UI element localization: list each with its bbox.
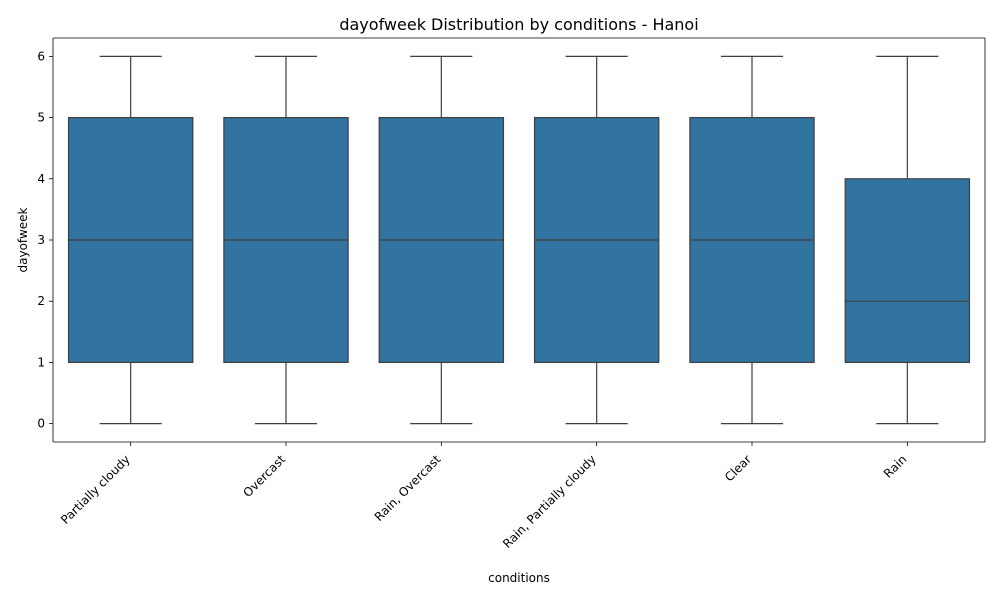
y-tick-label: 3	[37, 233, 45, 247]
y-axis-label: dayofweek	[16, 207, 30, 272]
y-tick-label: 5	[37, 111, 45, 125]
box-2	[378, 55, 505, 425]
box-0	[67, 55, 194, 425]
x-tick-label: Rain	[881, 452, 910, 481]
box-5	[844, 55, 971, 425]
y-tick-label: 6	[37, 49, 45, 63]
box-3	[533, 55, 660, 425]
y-tick-label: 4	[37, 172, 45, 186]
box-1	[223, 55, 349, 425]
box-4	[689, 55, 815, 425]
x-tick-label: Partially cloudy	[58, 452, 133, 527]
box-iqr	[844, 178, 971, 364]
y-tick-label: 2	[37, 294, 45, 308]
x-tick-label: Rain, Partially cloudy	[500, 452, 599, 551]
x-axis-label: conditions	[488, 571, 550, 585]
x-tick-label: Rain, Overcast	[372, 452, 444, 524]
plot-area	[67, 55, 971, 425]
y-tick-label: 0	[37, 417, 45, 431]
x-tick-label: Overcast	[240, 452, 288, 500]
y-tick-label: 1	[37, 355, 45, 369]
chart-title: dayofweek Distribution by conditions - H…	[339, 15, 698, 34]
x-tick-label: Clear	[722, 452, 754, 484]
y-axis: 0 1 2 3 4 5 6	[37, 38, 986, 442]
